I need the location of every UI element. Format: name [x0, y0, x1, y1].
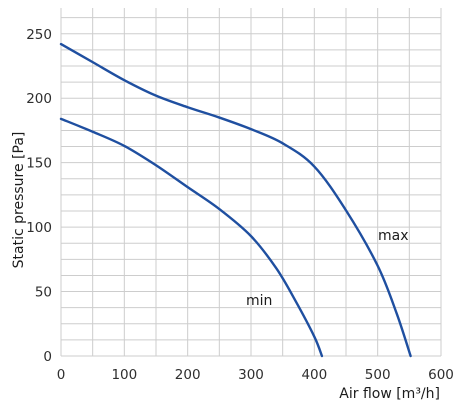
y-tick-label: 200 [26, 91, 52, 107]
y-tick-label: 0 [43, 349, 52, 365]
series-label-max: max [378, 228, 409, 244]
x-tick-label: 200 [175, 367, 201, 383]
curve-series [59, 42, 412, 358]
series-label-min: min [246, 293, 272, 309]
x-tick-label: 300 [238, 367, 264, 383]
y-tick-label: 150 [26, 156, 52, 172]
x-tick-label: 0 [57, 367, 66, 383]
series-line-max [59, 42, 412, 358]
y-axis-title: Static pressure [Pa] [11, 132, 27, 269]
x-tick-label: 400 [301, 367, 327, 383]
y-tick-label: 50 [35, 285, 52, 301]
x-tick-label: 500 [365, 367, 391, 383]
y-tick-label: 100 [26, 220, 52, 236]
x-tick-label: 600 [428, 367, 454, 383]
tick-labels: 0 100 200 300 400 500 600 0 50 100 150 200 250 [26, 27, 454, 383]
x-axis-title: Air flow [m³/h] [339, 386, 440, 402]
series-line-min [59, 117, 324, 358]
x-tick-label: 100 [111, 367, 137, 383]
y-tick-label: 250 [26, 27, 52, 43]
grid-lines [60, 8, 442, 357]
